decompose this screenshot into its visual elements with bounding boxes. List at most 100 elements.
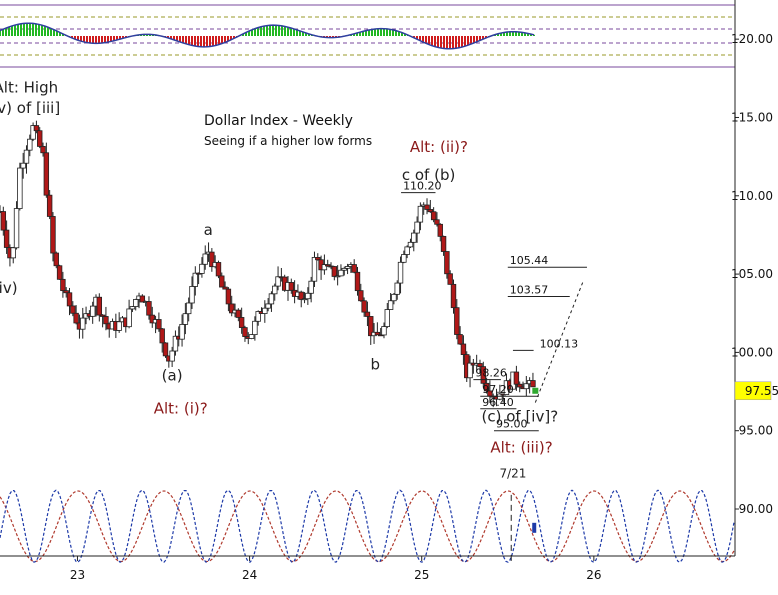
cycle-blue-line bbox=[0, 489, 735, 563]
candle-body bbox=[248, 334, 255, 339]
candle-body bbox=[440, 235, 447, 252]
candle-body bbox=[447, 273, 453, 285]
candle-body bbox=[301, 298, 308, 301]
candle-body bbox=[126, 308, 132, 328]
candle-body bbox=[454, 307, 460, 335]
candle-body bbox=[262, 307, 268, 314]
candle-body bbox=[354, 271, 361, 292]
candle-body bbox=[20, 162, 26, 169]
candle-body bbox=[235, 309, 242, 318]
cycle-panel bbox=[0, 489, 735, 564]
wave-label: b bbox=[370, 356, 380, 374]
y-tick-label: 105.00 bbox=[731, 267, 773, 281]
wave-label: (a) bbox=[162, 367, 183, 385]
price-level-label: 98.26 bbox=[475, 367, 507, 380]
candle-body bbox=[288, 282, 294, 291]
candle-body bbox=[242, 327, 248, 337]
candle-body bbox=[73, 312, 79, 324]
candle-body bbox=[424, 204, 430, 210]
candle-body bbox=[265, 303, 271, 309]
projection-line bbox=[534, 280, 584, 403]
candle-body bbox=[305, 292, 311, 300]
candle-body bbox=[192, 272, 199, 287]
candle-body bbox=[66, 292, 73, 307]
candle-body bbox=[255, 311, 261, 322]
candle-body bbox=[417, 205, 424, 223]
candle-body bbox=[40, 146, 46, 154]
candle-body bbox=[225, 288, 232, 305]
x-tick-label: 25 bbox=[414, 568, 429, 582]
wave-label: (iv) bbox=[0, 279, 18, 297]
candle-body bbox=[63, 290, 69, 294]
cycle-red-line bbox=[0, 490, 735, 563]
candle-body bbox=[252, 320, 258, 336]
candle-body bbox=[517, 383, 523, 388]
candle-body bbox=[189, 286, 195, 304]
candle-body bbox=[427, 209, 434, 213]
y-tick-label: 110.00 bbox=[731, 189, 773, 203]
price-level-label: 96.40 bbox=[482, 396, 514, 409]
candle-body bbox=[222, 286, 228, 290]
price-level-label: 97.20 bbox=[482, 383, 514, 396]
y-tick-label: 120.00 bbox=[731, 32, 773, 46]
candle-body bbox=[407, 241, 414, 248]
candle-body bbox=[414, 221, 420, 234]
candle-body bbox=[3, 229, 10, 248]
candle-body bbox=[50, 216, 56, 254]
candle-body bbox=[46, 194, 53, 217]
wave-label: Alt: High bbox=[0, 78, 58, 96]
candle-body bbox=[33, 125, 40, 132]
oscillator-panel bbox=[0, 4, 735, 68]
x-tick-label: 23 bbox=[70, 568, 85, 582]
candle-body bbox=[381, 326, 387, 336]
price-level-label: 110.20 bbox=[403, 180, 442, 193]
wave-label: 7/21 bbox=[499, 467, 526, 481]
candle-body bbox=[27, 138, 33, 151]
candle-body bbox=[444, 251, 450, 275]
last-bar-marker bbox=[532, 387, 539, 394]
price-level-label: 103.57 bbox=[510, 283, 548, 296]
wave-label: Alt: (i)? bbox=[154, 399, 208, 417]
x-tick-label: 24 bbox=[242, 568, 257, 582]
wave-label: Alt: (iii)? bbox=[490, 439, 552, 457]
candle-body bbox=[523, 383, 530, 390]
y-tick-label: 115.00 bbox=[731, 110, 773, 124]
candle-body bbox=[344, 266, 351, 269]
axes: 120.00 115.00 110.00 105.00 100.00 95.00 90.00… bbox=[0, 0, 773, 582]
price-level-label: 105.44 bbox=[510, 254, 548, 267]
candle-body bbox=[23, 149, 30, 164]
candle-body bbox=[334, 275, 341, 278]
candle-body bbox=[80, 317, 86, 330]
candle-body bbox=[169, 350, 175, 362]
candle-body bbox=[387, 300, 394, 310]
candle-body bbox=[219, 275, 225, 288]
chart-subtitle: Seeing if a higher low forms bbox=[204, 134, 372, 148]
candle-body bbox=[182, 313, 189, 325]
candle-body bbox=[133, 299, 139, 307]
candle-body bbox=[70, 305, 76, 314]
candle-body bbox=[404, 246, 410, 255]
candle-body bbox=[394, 282, 400, 295]
candle-body bbox=[467, 362, 473, 379]
candle-body bbox=[199, 263, 205, 274]
candle-body bbox=[434, 219, 440, 225]
candle-body bbox=[43, 152, 50, 196]
candle-body bbox=[185, 302, 192, 315]
candle-body bbox=[374, 331, 381, 336]
candle-body bbox=[60, 278, 66, 292]
candle-body bbox=[99, 314, 106, 317]
y-tick-label: 90.00 bbox=[739, 502, 773, 516]
cycle-marker bbox=[532, 522, 537, 533]
candle-body bbox=[401, 254, 407, 263]
candle-body bbox=[17, 167, 23, 209]
candle-body bbox=[358, 290, 364, 302]
candle-body bbox=[351, 264, 357, 273]
candle-body bbox=[159, 328, 165, 344]
candle-body bbox=[209, 251, 215, 268]
candle-body bbox=[325, 264, 331, 267]
candle-body bbox=[238, 317, 245, 328]
candle-body bbox=[103, 316, 109, 325]
